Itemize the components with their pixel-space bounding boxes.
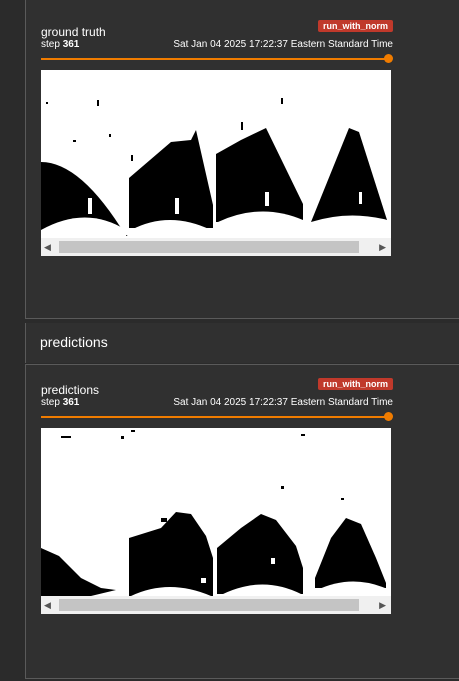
step-label: step 361	[41, 39, 80, 50]
horizontal-scrollbar[interactable]: ◀ ▶	[41, 238, 391, 256]
run-tag-badge: run_with_norm	[317, 20, 393, 32]
section-title: predictions	[40, 334, 108, 350]
scroll-right-icon[interactable]: ▶	[379, 242, 386, 252]
predictions-panel: predictions step 361 run_with_norm Sat J…	[25, 364, 459, 679]
card-title: ground truth	[41, 25, 106, 39]
scroll-right-icon[interactable]: ▶	[379, 600, 386, 610]
scroll-left-icon[interactable]: ◀	[44, 600, 51, 610]
timestamp: Sat Jan 04 2025 17:22:37 Eastern Standar…	[173, 39, 393, 50]
timestamp: Sat Jan 04 2025 17:22:37 Eastern Standar…	[173, 397, 393, 408]
step-label: step 361	[41, 397, 80, 408]
scroll-left-icon[interactable]: ◀	[44, 242, 51, 252]
run-tag-badge: run_with_norm	[317, 378, 393, 390]
scrollbar-thumb[interactable]	[59, 241, 359, 253]
ground-truth-panel: ground truth step 361 run_with_norm Sat …	[25, 0, 459, 319]
step-slider[interactable]	[41, 412, 393, 421]
slider-knob[interactable]	[384, 54, 393, 63]
horizontal-scrollbar[interactable]: ◀ ▶	[41, 596, 391, 614]
ground-truth-image	[41, 70, 391, 238]
card-title: predictions	[41, 383, 100, 397]
step-slider[interactable]	[41, 54, 393, 63]
left-strip	[0, 0, 26, 681]
scrollbar-thumb[interactable]	[59, 599, 359, 611]
predictions-image	[41, 428, 391, 596]
slider-knob[interactable]	[384, 412, 393, 421]
section-header[interactable]: predictions	[25, 323, 459, 363]
